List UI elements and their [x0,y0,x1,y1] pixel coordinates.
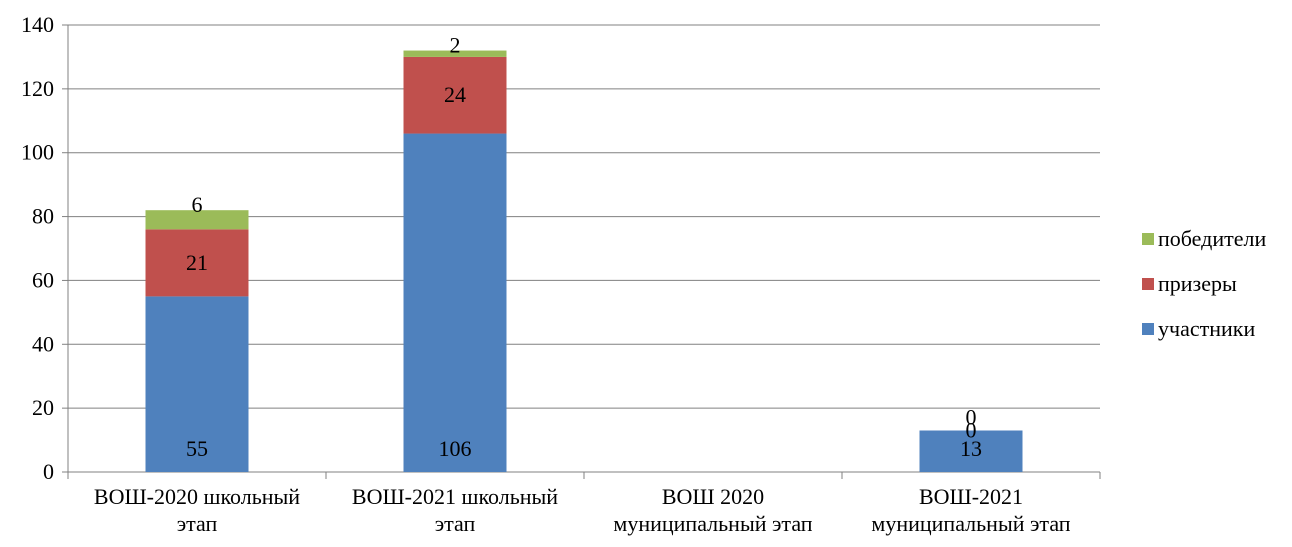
x-axis: ВОШ-2020 школьный этап ВОШ-2021 школьный эт… [67,471,1101,536]
legend-swatch [1142,233,1154,245]
legend-label: победители [1158,226,1266,251]
y-tick-label: 120 [21,76,54,101]
legend-swatch [1142,278,1154,290]
y-axis: 0 20 40 60 80 100 120 140 [21,12,69,484]
data-label: 0 [966,404,977,429]
data-label: 55 [186,436,208,461]
bar-segment-1 [145,229,249,297]
x-category-label: ВОШ-2021 муниципальный этап [871,484,1070,536]
y-tick-label: 60 [32,267,54,292]
bar-segment-0 [403,133,507,473]
data-label: 0 [966,417,977,442]
legend: победители призеры участники [1142,226,1266,341]
y-tick-label: 100 [21,140,54,165]
bar-segment-1 [403,56,507,134]
data-label: 13 [960,436,982,461]
x-category-label: ВОШ-2020 школьный этап [94,484,300,536]
data-label: 106 [439,436,472,461]
bar-segment-0 [919,430,1023,472]
x-category-label: ВОШ 2020 муниципальный этап [613,484,812,536]
y-tick-label: 20 [32,395,54,420]
bar-segment-2 [145,210,249,230]
data-label: 24 [444,82,466,107]
bar-segment-2 [403,50,507,57]
bar-segment-0 [145,296,249,472]
y-tick-label: 80 [32,204,54,229]
y-tick-label: 140 [21,12,54,37]
data-label: 21 [186,250,208,275]
legend-label: участники [1158,316,1255,341]
legend-label: призеры [1158,271,1237,296]
data-label: 6 [192,192,203,217]
y-tick-label: 40 [32,331,54,356]
bars [145,50,1023,473]
x-category-label: ВОШ-2021 школьный этап [352,484,558,536]
y-tick-label: 0 [43,459,54,484]
data-label: 2 [450,33,461,58]
legend-swatch [1142,323,1154,335]
